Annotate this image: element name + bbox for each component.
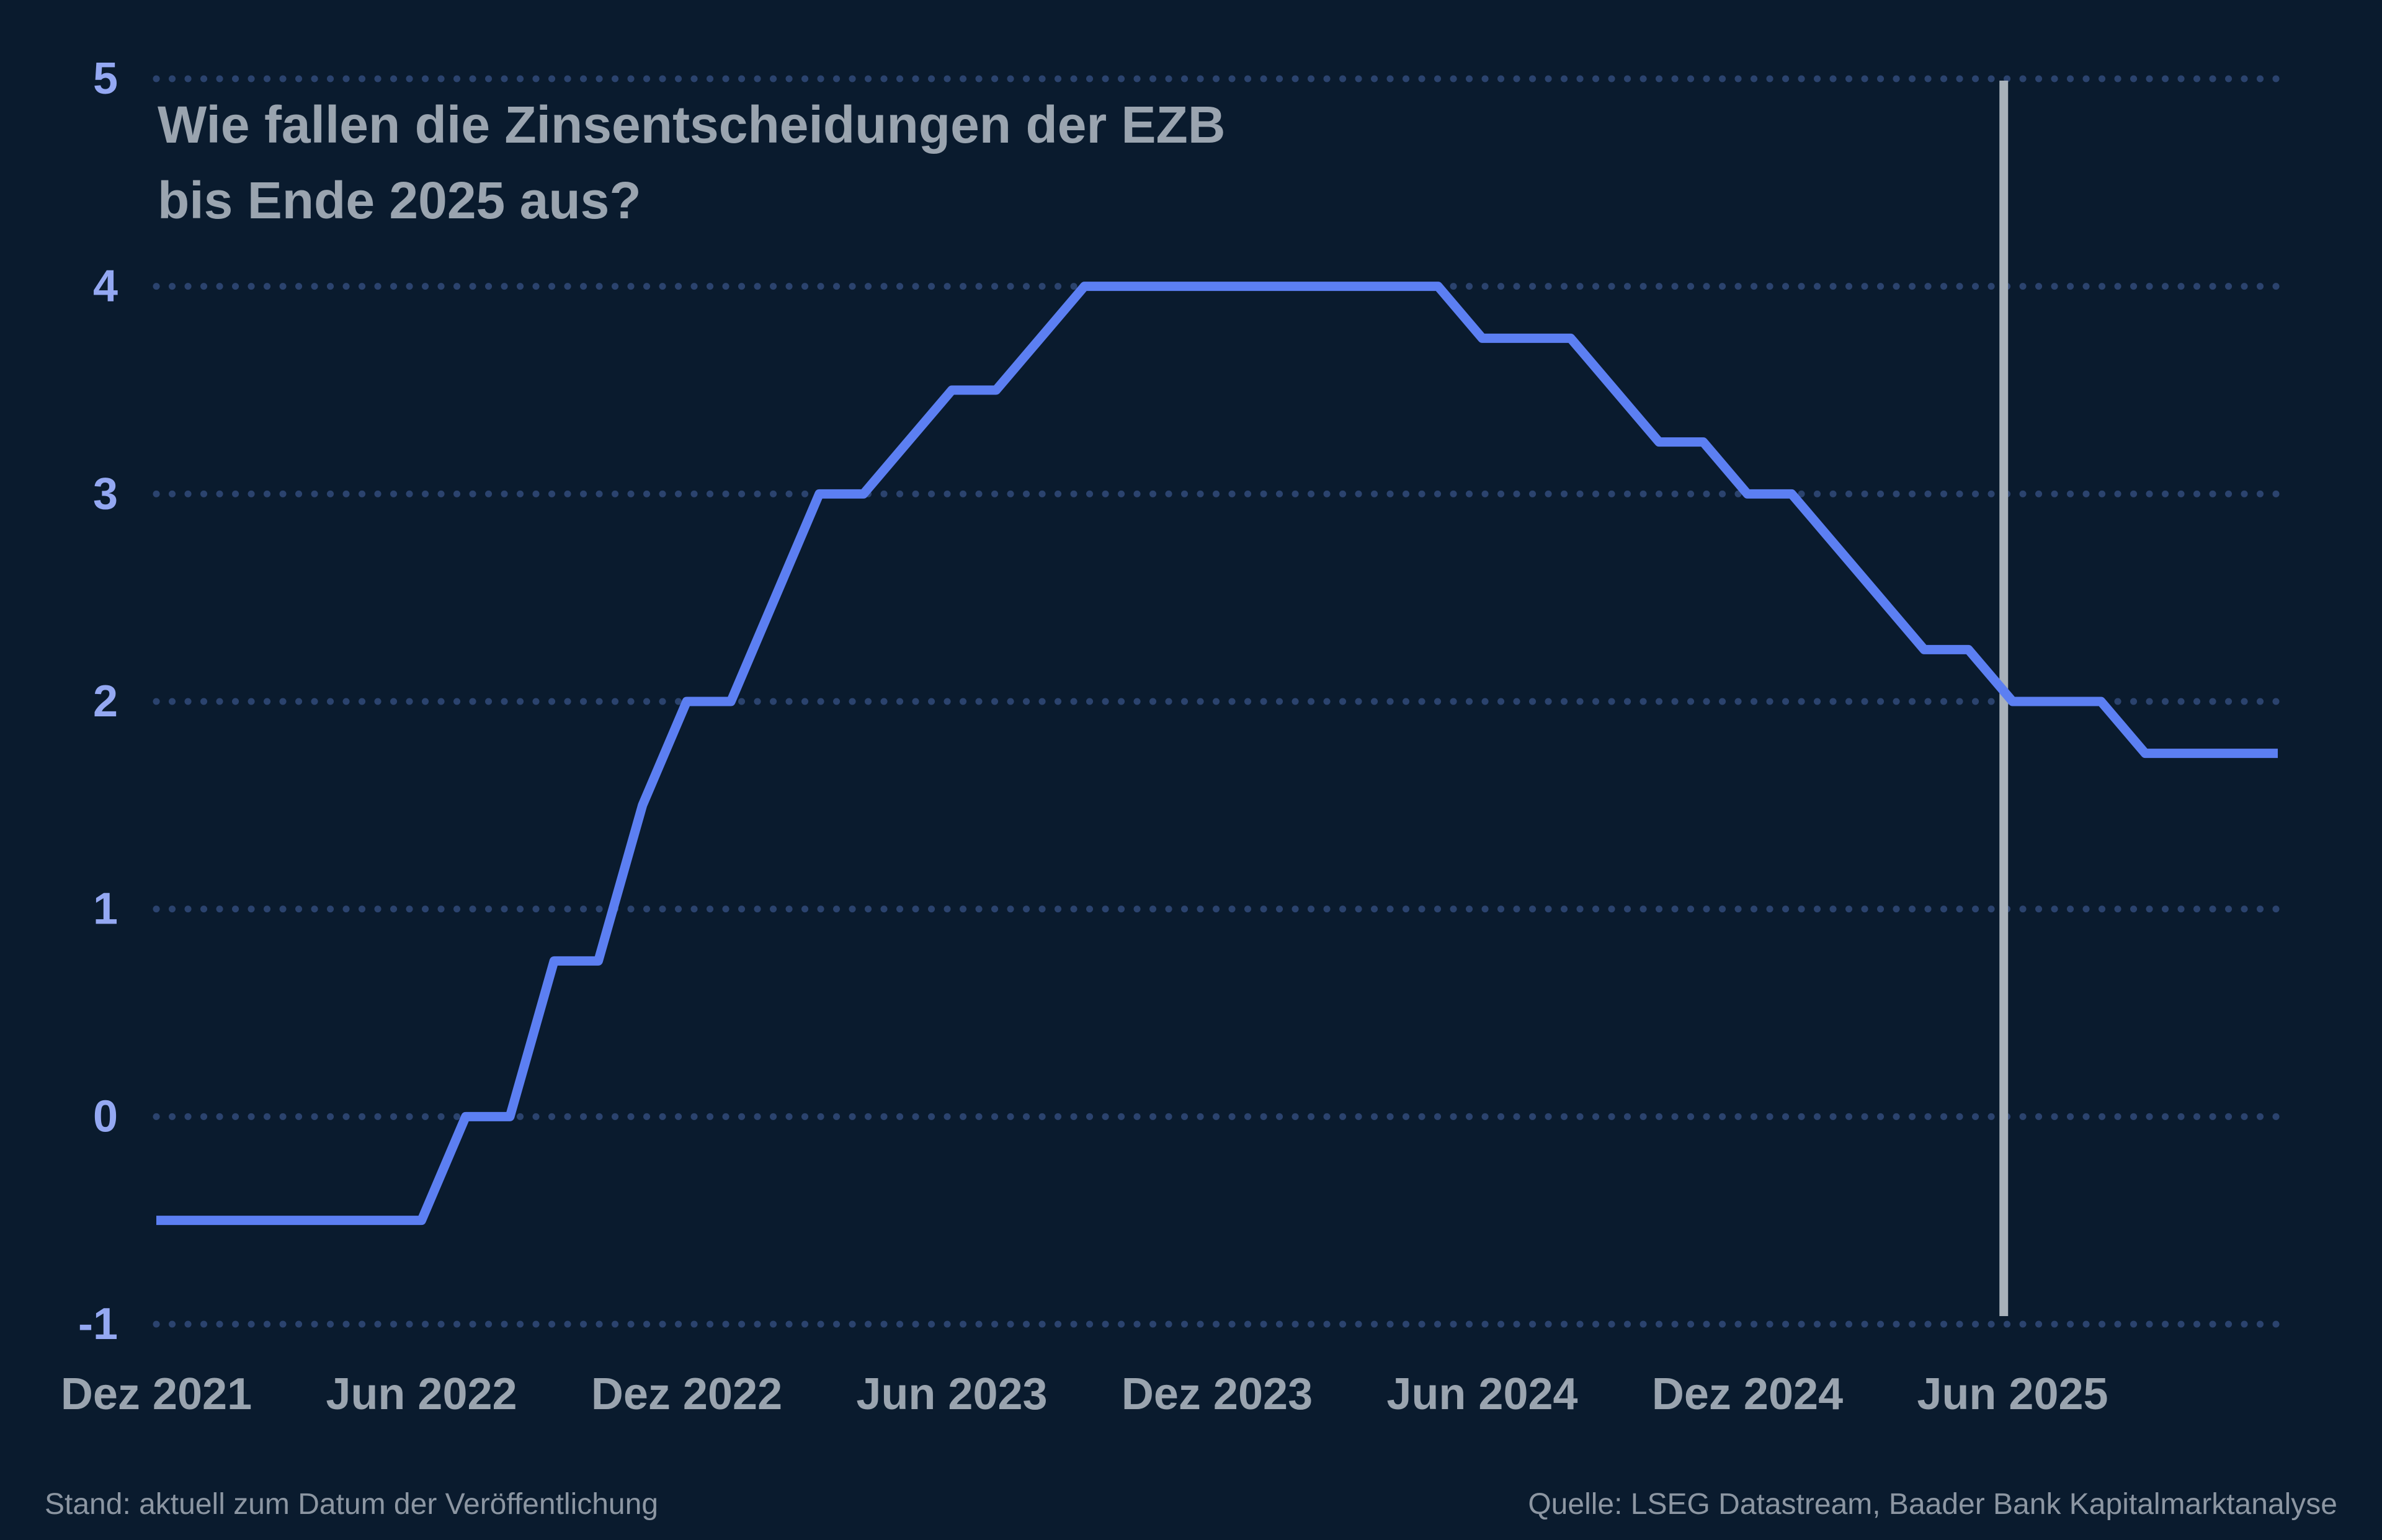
- x-tick-label-1: Jun 2022: [326, 1369, 517, 1419]
- y-tick-label-3: 3: [93, 469, 118, 519]
- y-tick-label-1: 1: [93, 884, 118, 934]
- chart-title: Wie fallen die Zinsentscheidungen der EZ…: [158, 87, 1226, 238]
- rate-series-line: [156, 282, 2278, 1226]
- chart-title-line1: Wie fallen die Zinsentscheidungen der EZ…: [158, 96, 1226, 154]
- chart-title-line2: bis Ende 2025 aus?: [158, 171, 641, 229]
- x-tick-label-2: Dez 2022: [591, 1369, 782, 1419]
- x-tick-label-7: Jun 2025: [1917, 1369, 2108, 1419]
- y-tick-label-4: 4: [93, 262, 118, 311]
- source-footnote: Quelle: LSEG Datastream, Baader Bank Kap…: [1528, 1488, 2337, 1521]
- y-tick-label-5: 5: [93, 54, 118, 104]
- y-tick-label-0: 0: [93, 1092, 118, 1141]
- x-tick-label-4: Dez 2023: [1122, 1369, 1313, 1419]
- x-tick-label-3: Jun 2023: [856, 1369, 1047, 1419]
- status-footnote: Stand: aktuell zum Datum der Veröffentli…: [45, 1488, 659, 1521]
- x-tick-label-6: Dez 2024: [1652, 1369, 1843, 1419]
- x-tick-label-5: Jun 2024: [1386, 1369, 1577, 1419]
- y-tick-label--1: -1: [78, 1299, 118, 1349]
- x-tick-label-0: Dez 2021: [61, 1369, 252, 1419]
- y-tick-label-2: 2: [93, 677, 118, 726]
